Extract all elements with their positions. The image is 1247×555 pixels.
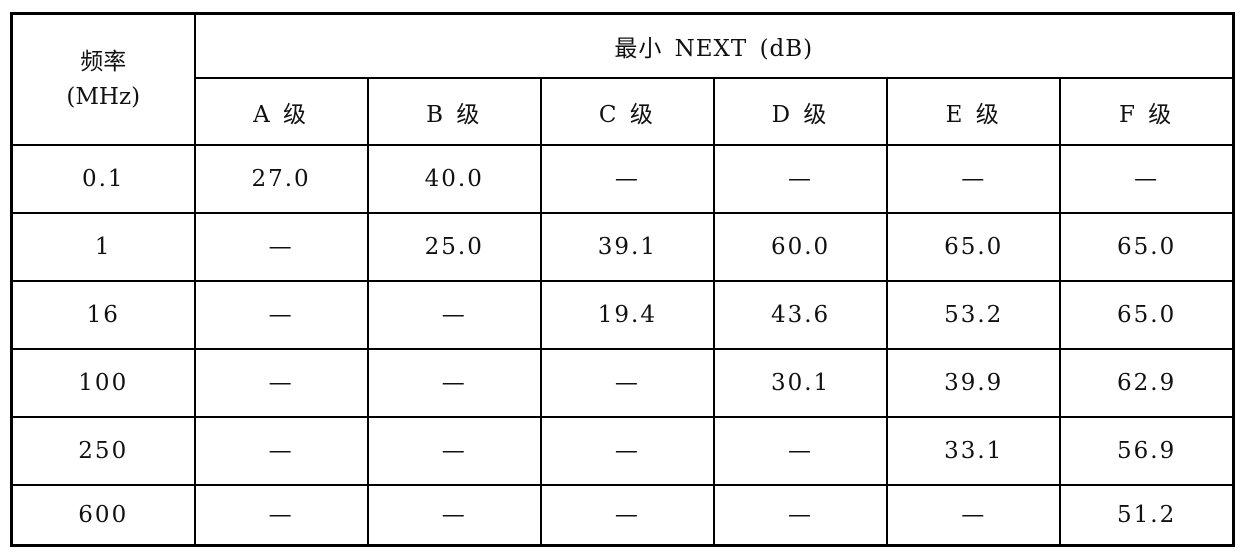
min-next-group-header: 最小 NEXT (dB) — [193, 12, 1235, 79]
next-value-c: 19.4 — [539, 280, 715, 350]
column-header-class-d: D 级 — [712, 77, 889, 146]
next-value-c: 39.1 — [539, 212, 715, 282]
frequency-value: 100 — [10, 348, 196, 418]
next-value-c: — — [539, 484, 715, 547]
next-value-d: 60.0 — [712, 212, 889, 282]
column-header-class-e: E 级 — [886, 77, 1062, 146]
frequency-value: 250 — [10, 416, 196, 486]
next-value-c: — — [539, 144, 715, 214]
next-value-b: — — [366, 416, 542, 486]
frequency-value: 600 — [10, 484, 196, 547]
next-value-a: — — [193, 212, 369, 282]
next-value-c: — — [539, 416, 715, 486]
next-value-a: — — [193, 280, 369, 350]
next-value-e: 53.2 — [886, 280, 1062, 350]
table-row-freq-1: 1 — 25.0 39.1 60.0 65.0 65.0 — [10, 212, 1235, 282]
frequency-header-cell: 频率 (MHz) — [10, 12, 196, 146]
next-value-e: 39.9 — [886, 348, 1062, 418]
next-value-d: — — [712, 416, 889, 486]
next-value-b: — — [366, 484, 542, 547]
next-value-b: 40.0 — [366, 144, 542, 214]
table-row-freq-16: 16 — — 19.4 43.6 53.2 65.0 — [10, 280, 1235, 350]
next-value-f: 65.0 — [1059, 280, 1235, 350]
next-value-e: 65.0 — [886, 212, 1062, 282]
column-header-class-f: F 级 — [1059, 77, 1235, 146]
table-row-freq-0_1: 0.1 27.0 40.0 — — — — — [10, 144, 1235, 214]
next-value-f: 62.9 — [1059, 348, 1235, 418]
next-value-e: — — [886, 484, 1062, 547]
next-value-b: 25.0 — [366, 212, 542, 282]
frequency-value: 0.1 — [10, 144, 196, 214]
next-value-c: — — [539, 348, 715, 418]
frequency-unit-label: (MHz) — [66, 83, 141, 110]
next-value-d: — — [712, 484, 889, 547]
column-header-class-c: C 级 — [539, 77, 715, 146]
next-value-a: 27.0 — [193, 144, 369, 214]
table-row-freq-600: 600 — — — — — 51.2 — [10, 484, 1235, 547]
next-value-a: — — [193, 416, 369, 486]
frequency-label: 频率 — [80, 49, 127, 75]
next-value-b: — — [366, 280, 542, 350]
next-value-f: 65.0 — [1059, 212, 1235, 282]
next-value-f: 56.9 — [1059, 416, 1235, 486]
table-row-freq-100: 100 — — — 30.1 39.9 62.9 — [10, 348, 1235, 418]
frequency-value: 16 — [10, 280, 196, 350]
group-header-row: 频率 (MHz) 最小 NEXT (dB) — [10, 12, 1235, 146]
table-row-freq-250: 250 — — — — 33.1 56.9 — [10, 416, 1235, 486]
next-value-e: — — [886, 144, 1062, 214]
next-value-f: 51.2 — [1059, 484, 1235, 547]
frequency-value: 1 — [10, 212, 196, 282]
class-header-row: A 级 B 级 C 级 D 级 E 级 F 级 — [12, 77, 1235, 146]
next-value-b: — — [366, 348, 542, 418]
next-value-d: — — [712, 144, 889, 214]
next-value-a: — — [193, 484, 369, 547]
next-value-a: — — [193, 348, 369, 418]
min-next-table: 频率 (MHz) 最小 NEXT (dB) A 级 B 级 C 级 D 级 E … — [10, 12, 1235, 547]
next-value-d: 30.1 — [712, 348, 889, 418]
next-value-e: 33.1 — [886, 416, 1062, 486]
next-value-d: 43.6 — [712, 280, 889, 350]
next-value-f: — — [1059, 144, 1235, 214]
column-header-class-a: A 级 — [193, 77, 369, 146]
column-header-class-b: B 级 — [366, 77, 542, 146]
